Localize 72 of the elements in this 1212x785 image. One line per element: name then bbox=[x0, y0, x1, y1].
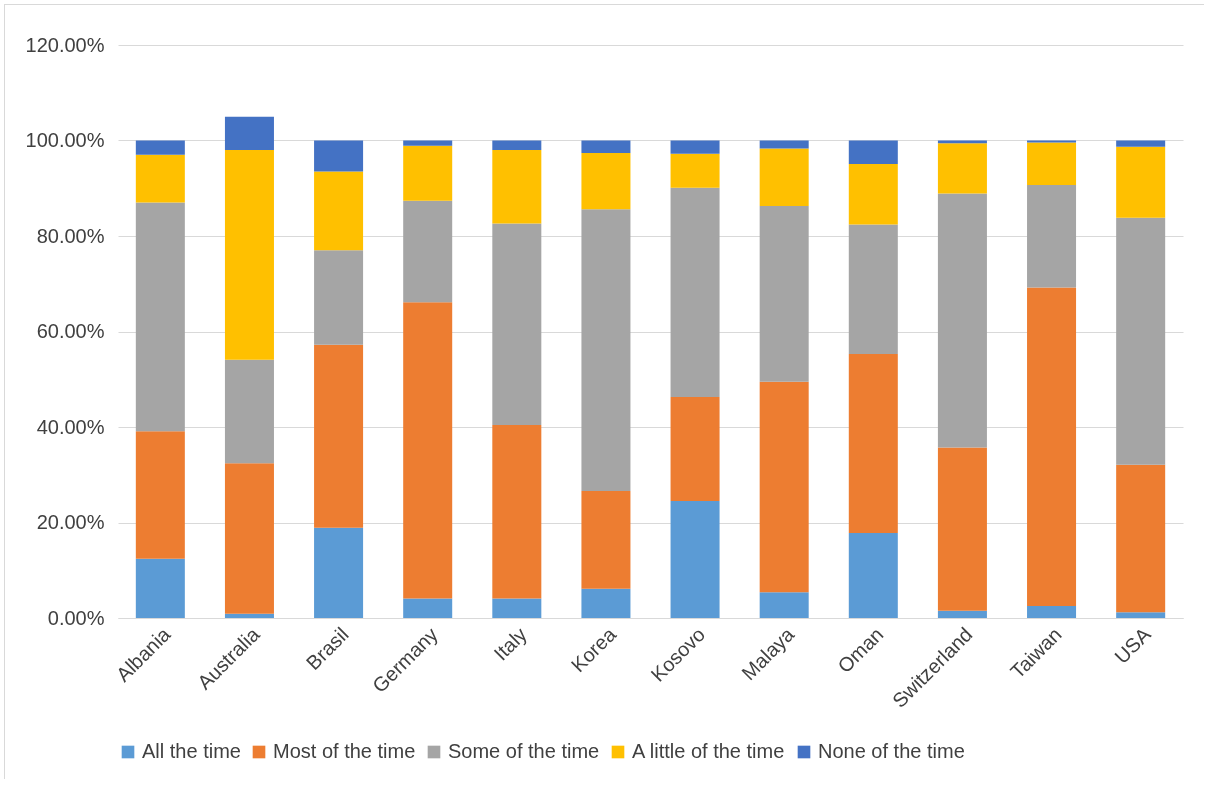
bar bbox=[314, 140, 364, 172]
bar bbox=[403, 140, 453, 146]
bar bbox=[314, 344, 364, 528]
bar bbox=[314, 527, 364, 618]
bar bbox=[403, 145, 453, 201]
legend-label: None of the time bbox=[818, 740, 965, 762]
bar bbox=[759, 148, 809, 206]
y-tick-label: 20.00% bbox=[36, 511, 105, 533]
bar bbox=[937, 447, 987, 611]
bar bbox=[848, 533, 898, 618]
bar bbox=[1027, 606, 1077, 618]
bar bbox=[670, 153, 720, 188]
y-tick-label: 40.00% bbox=[36, 415, 105, 438]
bar bbox=[759, 592, 809, 618]
bar bbox=[224, 359, 274, 464]
bar bbox=[581, 209, 631, 491]
bar bbox=[492, 150, 542, 224]
bar bbox=[848, 140, 898, 164]
bar bbox=[1027, 184, 1077, 288]
y-tick-label: 80.00% bbox=[36, 224, 105, 247]
bar bbox=[492, 223, 542, 426]
bar bbox=[135, 431, 185, 559]
y-tick-label: 100.00% bbox=[25, 129, 105, 151]
bar bbox=[492, 140, 542, 151]
bar bbox=[581, 588, 631, 618]
bar bbox=[581, 140, 631, 153]
bar bbox=[135, 140, 185, 155]
bar bbox=[403, 200, 453, 303]
bar bbox=[1116, 217, 1166, 465]
legend-label: Some of the time bbox=[448, 740, 600, 762]
bar bbox=[848, 353, 898, 534]
bar bbox=[224, 150, 274, 360]
bar bbox=[937, 610, 987, 618]
bar bbox=[224, 463, 274, 614]
bar bbox=[135, 558, 185, 618]
bar bbox=[135, 154, 185, 203]
bar bbox=[581, 490, 631, 589]
legend-label: All the time bbox=[142, 740, 241, 762]
bar bbox=[1116, 612, 1166, 618]
bar bbox=[937, 143, 987, 194]
bar bbox=[135, 202, 185, 432]
bar bbox=[1027, 142, 1077, 185]
bar bbox=[314, 250, 364, 345]
y-tick-label: 60.00% bbox=[36, 320, 105, 342]
x-tick-label: Italy bbox=[489, 623, 531, 665]
bar bbox=[581, 152, 631, 210]
bar bbox=[1027, 287, 1077, 607]
bar bbox=[937, 193, 987, 448]
bar bbox=[759, 140, 809, 149]
bar bbox=[670, 187, 720, 397]
bar bbox=[670, 396, 720, 502]
bar bbox=[314, 171, 364, 251]
bar bbox=[759, 381, 809, 593]
bar bbox=[670, 140, 720, 154]
bar bbox=[848, 224, 898, 354]
bar bbox=[848, 163, 898, 225]
bar bbox=[224, 116, 274, 151]
x-tick-label: USA bbox=[1110, 622, 1156, 668]
bar bbox=[492, 425, 542, 599]
legend-label: A little of the time bbox=[632, 740, 785, 762]
bar bbox=[1116, 464, 1166, 613]
y-tick-label: 0.00% bbox=[47, 606, 105, 629]
bar bbox=[224, 613, 274, 618]
bar bbox=[670, 501, 720, 618]
bar bbox=[1116, 140, 1166, 147]
bar bbox=[759, 205, 809, 382]
bar bbox=[403, 302, 453, 599]
legend-label: Most of the time bbox=[273, 740, 416, 762]
bar bbox=[403, 598, 453, 618]
y-tick-label: 120.00% bbox=[25, 33, 105, 56]
bar bbox=[1116, 146, 1166, 218]
bar bbox=[492, 598, 542, 618]
